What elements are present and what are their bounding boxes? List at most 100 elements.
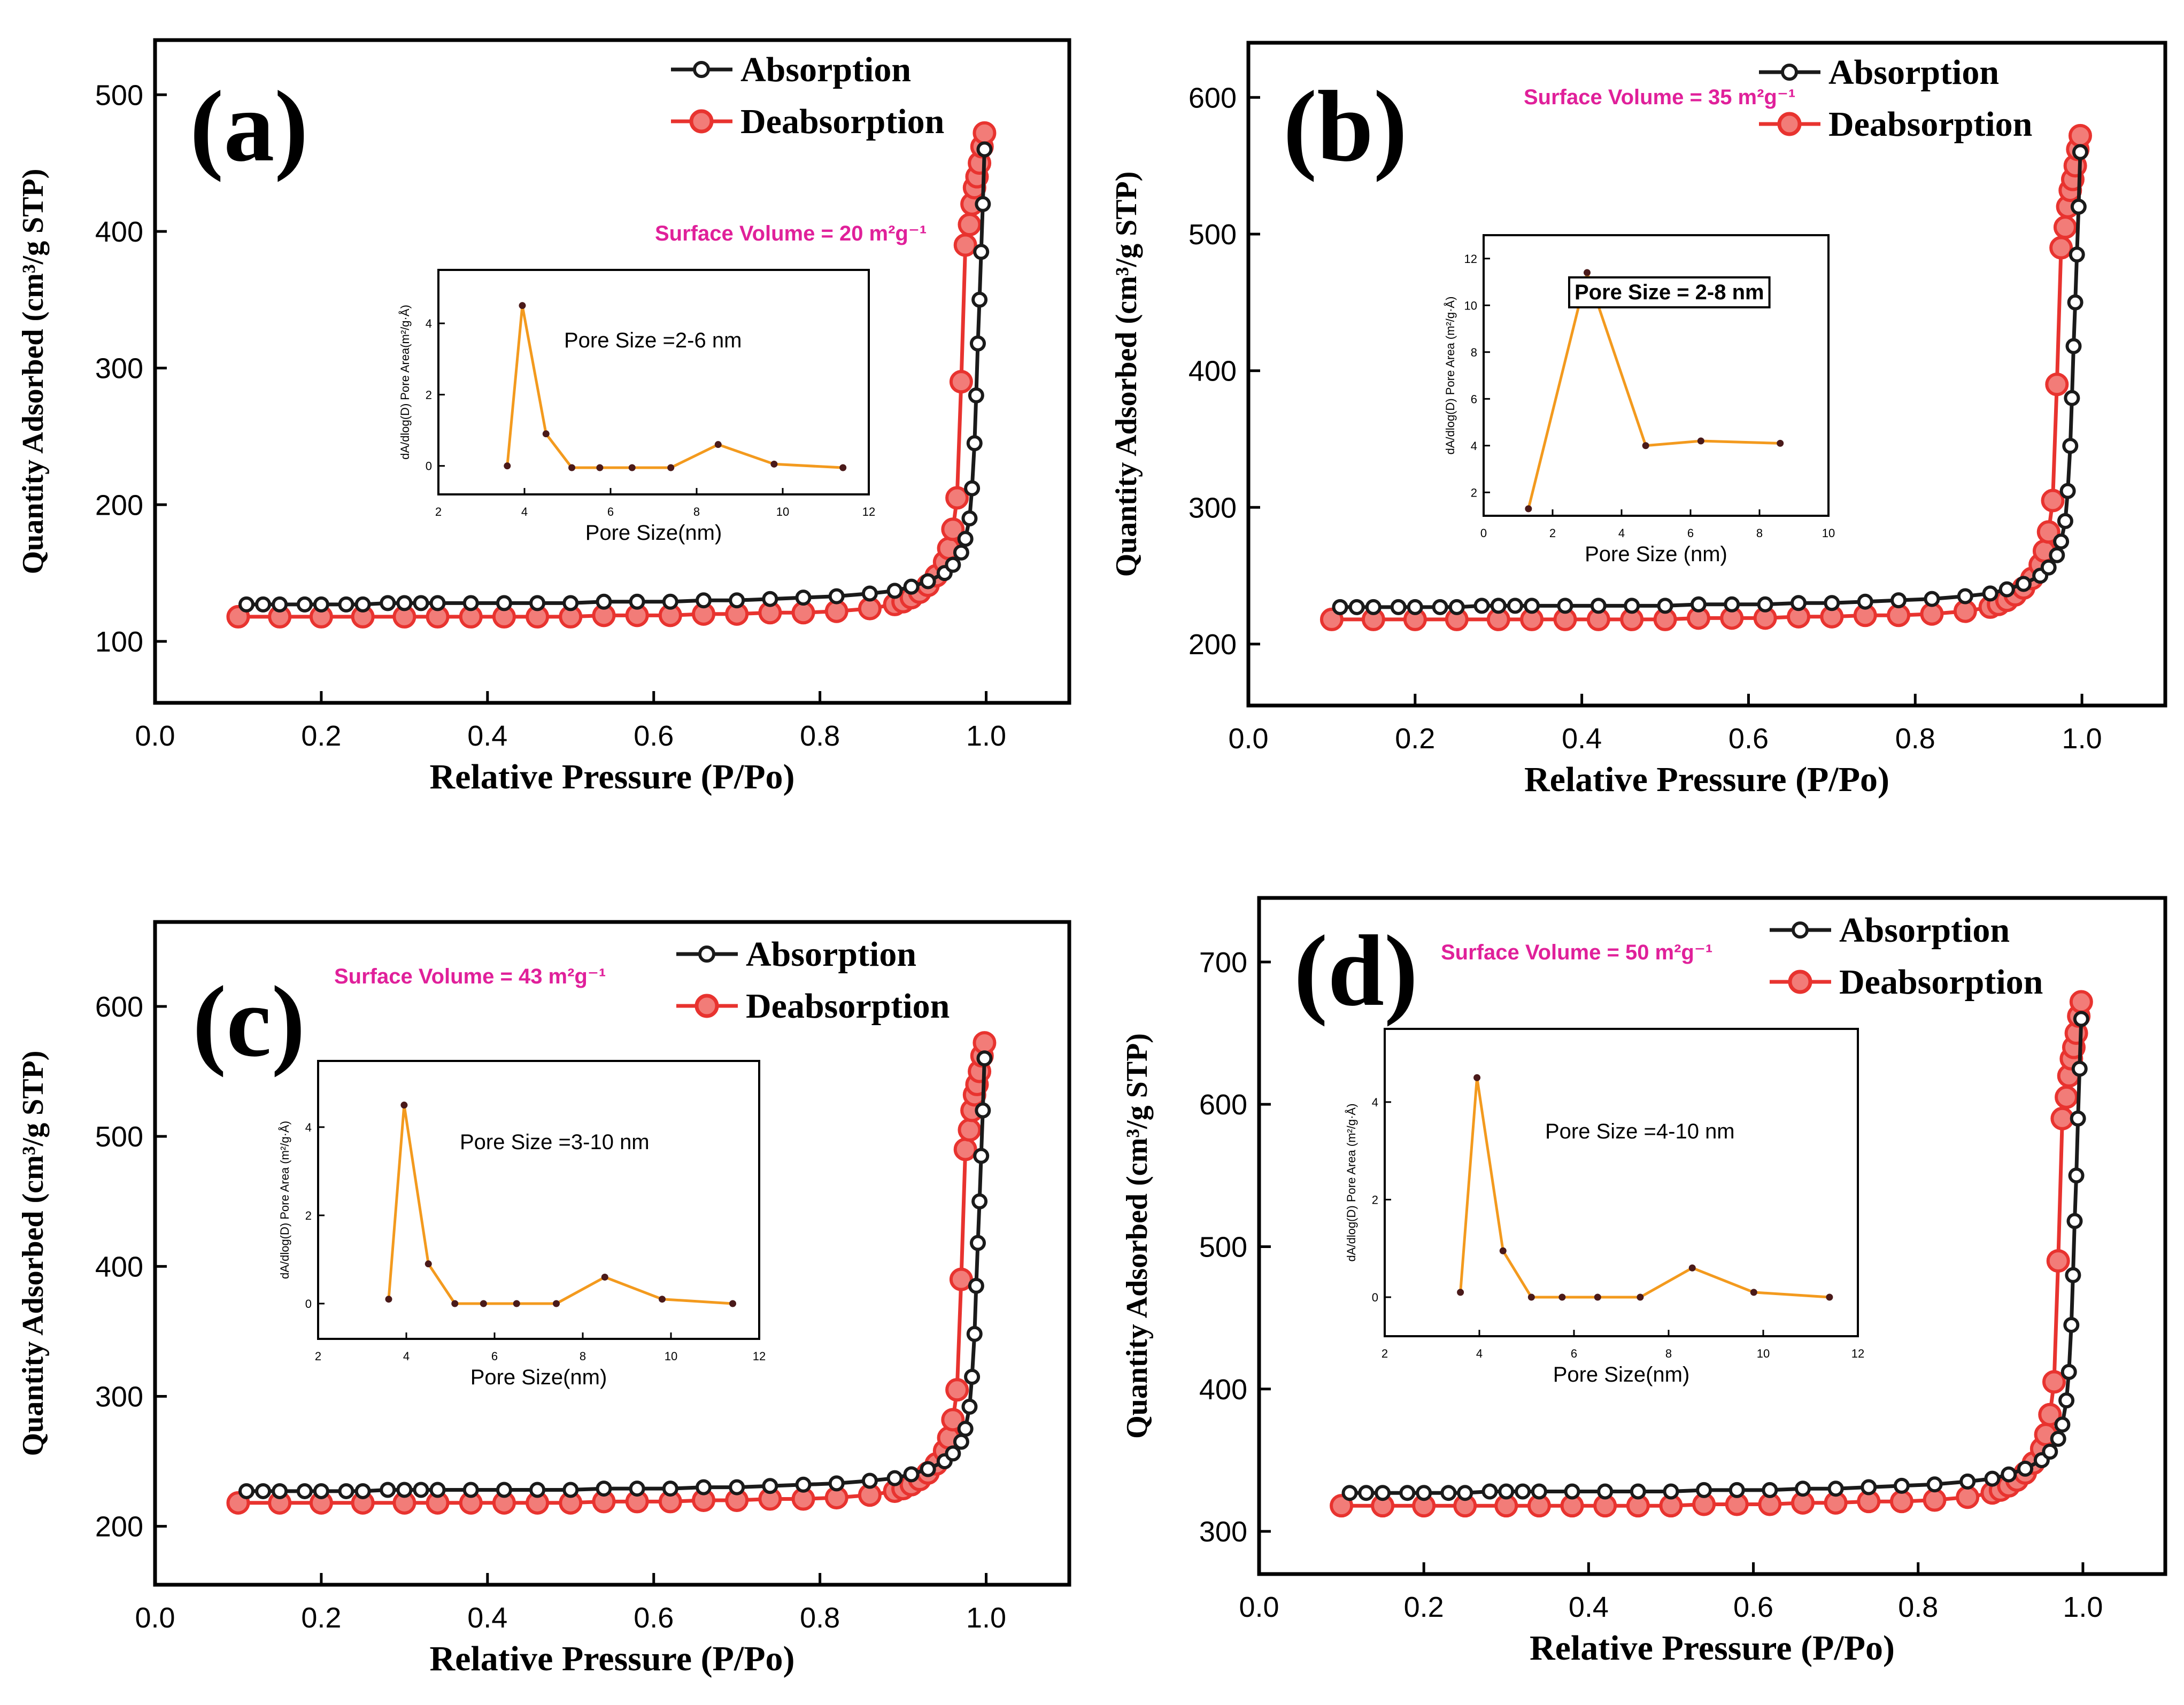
surface-volume-note: Surface Volume = 35 m²g⁻¹ [1524,86,1795,109]
data-point-absorption [338,1483,354,1499]
y-tick-label: 600 [95,991,143,1023]
data-point-absorption [975,1102,991,1119]
panel-label: (d) [1294,915,1418,1027]
data-point-deabsorption [1923,1488,1947,1512]
data-point-absorption [903,1466,920,1483]
x-tick-label: 0.8 [800,720,840,752]
data-point-absorption [1407,599,1423,615]
inset-y-tick-label: 0 [426,460,432,473]
data-point-deabsorption [2049,236,2073,260]
data-point-absorption [1348,599,1365,615]
data-point-absorption [1824,595,1840,611]
inset-x-tick-label: 8 [1665,1347,1672,1360]
series-line-absorption [1349,1019,2083,1495]
data-point-absorption [975,196,991,212]
inset-y-tick-label: 4 [1372,1096,1378,1109]
data-point-absorption [2062,438,2079,454]
inset-data-point [451,1300,459,1307]
plot-frame [153,38,1071,705]
data-point-deabsorption [2050,1106,2074,1130]
inset-y-tick-label: 10 [1464,299,1477,312]
data-point-absorption [1473,598,1490,614]
data-point-absorption [1984,1470,2001,1487]
data-point-absorption [462,1482,479,1498]
inset-x-tick-label: 12 [1851,1347,1864,1360]
y-tick-label: 200 [95,489,143,521]
plot-frame [1246,41,2167,708]
data-point-absorption [1481,1483,1498,1500]
panel-label: (a) [190,71,308,183]
data-point-absorption [562,595,579,611]
data-point-absorption [396,1482,413,1498]
data-point-absorption [313,1483,329,1499]
data-point-absorption [462,595,479,611]
chart-panel-a: 0.0 0.2 0.4 0.6 0.8 1.0100200300400500Relativ… [17,38,1071,796]
data-point-deabsorption [2068,123,2092,148]
data-point-absorption [238,596,254,613]
x-tick-label: 0.0 [1239,1591,1279,1623]
pore-size-inset: 2 4 6 8 10 12 0 2 4 Pore Size(nm) dA/dlog(D) Pore … [278,1060,766,1389]
data-point-absorption [2064,390,2080,406]
data-point-absorption [886,1470,903,1486]
data-point-deabsorption [2036,520,2060,544]
y-tick-label: 600 [1189,82,1237,114]
data-point-absorption [238,1483,254,1499]
data-point-absorption [1332,599,1348,615]
data-point-absorption [2058,1392,2075,1409]
data-point-absorption [429,595,446,611]
data-point-absorption [976,1050,993,1067]
y-tick-label: 700 [1199,947,1247,979]
data-point-deabsorption [953,1137,977,1161]
inset-data-point [400,1102,408,1109]
inset-x-tick-label: 8 [1756,526,1763,540]
inset-x-tick-label: 6 [491,1350,498,1363]
data-point-deabsorption [945,486,969,510]
data-point-absorption [968,1277,984,1294]
data-point-deabsorption [973,121,997,145]
data-point-absorption [1791,595,1807,611]
legend-label: Deabsorption [1828,105,2032,144]
y-tick-label: 300 [1189,492,1237,524]
inset-data-point [1777,439,1784,447]
inset-x-tick-label: 4 [521,505,528,518]
legend-marker [1792,921,1809,939]
data-point-absorption [1440,1485,1457,1501]
data-point-absorption [2068,1167,2085,1184]
inset-series-line [1459,1076,1830,1299]
inset-y-tick-label: 2 [1372,1193,1378,1206]
plot-frame [153,920,1071,1587]
inset-x-tick-label: 4 [403,1350,410,1363]
x-tick-label: 0.6 [634,720,674,752]
inset-x-tick-label: 6 [1687,526,1694,540]
data-point-absorption [861,1472,878,1489]
y-tick-label: 200 [95,1511,143,1543]
data-point-absorption [1524,598,1540,614]
legend-marker [1781,64,1798,81]
data-point-absorption [1448,599,1465,615]
y-tick-label: 300 [95,1381,143,1413]
data-point-absorption [729,1479,745,1495]
data-point-absorption [729,592,745,609]
data-point-absorption [1696,1482,1712,1498]
data-point-absorption [255,596,272,613]
data-point-deabsorption [2038,1402,2062,1427]
data-point-absorption [2065,338,2082,354]
inset-series-line [506,304,843,469]
data-point-absorption [971,1193,988,1210]
y-tick-label: 300 [95,353,143,385]
inset-data-point [729,1300,736,1307]
inset-frame [437,269,870,495]
data-point-absorption [1358,1485,1375,1501]
data-point-absorption [296,1483,313,1499]
legend-marker [694,994,719,1018]
inset-data-point [519,302,526,309]
data-point-absorption [562,1482,579,1498]
x-tick-label: 1.0 [2062,723,2102,755]
inset-x-tick-label: 4 [1476,1347,1483,1360]
data-point-absorption [338,596,354,613]
inset-data-point [480,1300,487,1307]
inset-y-tick-label: 8 [1471,346,1477,359]
pore-size-inset: 2 4 6 8 10 12 0 2 4 Pore Size(nm) dA/dlog(D) Pore … [1345,1028,1864,1386]
data-point-absorption [1857,593,1873,610]
surface-volume-note: Surface Volume = 20 m²g⁻¹ [655,222,927,245]
